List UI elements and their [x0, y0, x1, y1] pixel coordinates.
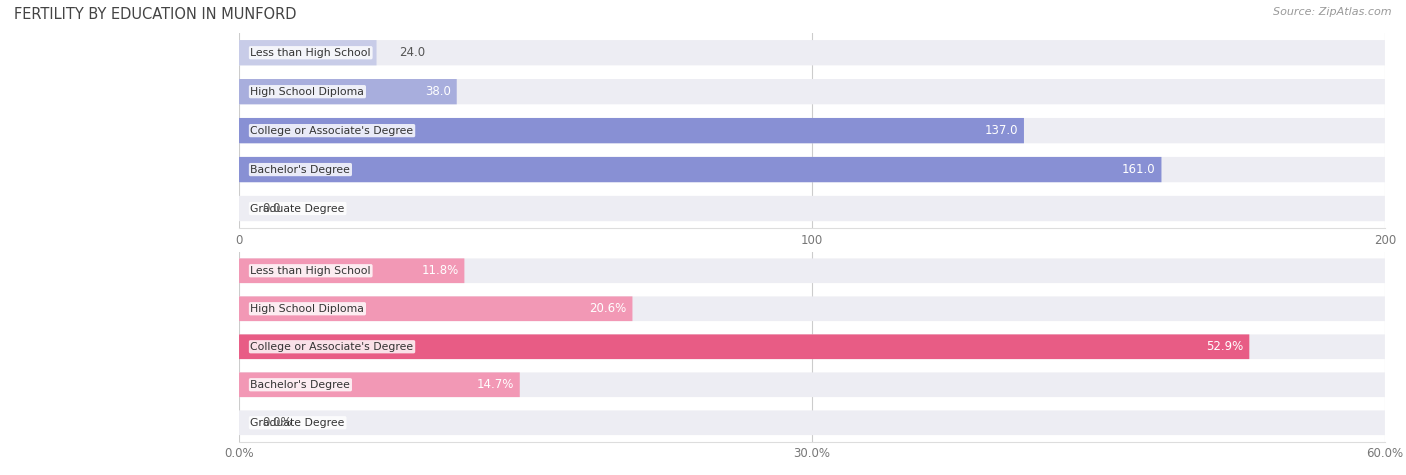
FancyBboxPatch shape	[239, 296, 1385, 321]
Text: Less than High School: Less than High School	[250, 266, 371, 276]
FancyBboxPatch shape	[239, 196, 1385, 221]
Text: 20.6%: 20.6%	[589, 302, 627, 315]
Text: Graduate Degree: Graduate Degree	[250, 418, 344, 428]
Text: 14.7%: 14.7%	[477, 378, 515, 391]
FancyBboxPatch shape	[239, 118, 1385, 143]
Text: Bachelor's Degree: Bachelor's Degree	[250, 380, 350, 390]
Text: 11.8%: 11.8%	[422, 264, 458, 277]
Text: 0.0: 0.0	[262, 202, 280, 215]
FancyBboxPatch shape	[239, 372, 1385, 397]
Text: 24.0: 24.0	[399, 46, 426, 59]
FancyBboxPatch shape	[239, 258, 464, 283]
Text: Graduate Degree: Graduate Degree	[250, 203, 344, 214]
Text: FERTILITY BY EDUCATION IN MUNFORD: FERTILITY BY EDUCATION IN MUNFORD	[14, 7, 297, 22]
Text: 38.0: 38.0	[425, 85, 451, 98]
FancyBboxPatch shape	[239, 40, 1385, 66]
Text: Source: ZipAtlas.com: Source: ZipAtlas.com	[1274, 7, 1392, 17]
Text: College or Associate's Degree: College or Associate's Degree	[250, 342, 413, 352]
FancyBboxPatch shape	[239, 410, 1385, 435]
Text: 161.0: 161.0	[1122, 163, 1156, 176]
Text: 0.0%: 0.0%	[262, 416, 291, 429]
FancyBboxPatch shape	[239, 157, 1385, 182]
Text: 137.0: 137.0	[984, 124, 1018, 137]
Text: College or Associate's Degree: College or Associate's Degree	[250, 125, 413, 136]
FancyBboxPatch shape	[239, 334, 1250, 359]
Text: High School Diploma: High School Diploma	[250, 86, 364, 97]
FancyBboxPatch shape	[239, 372, 520, 397]
Text: Less than High School: Less than High School	[250, 48, 371, 58]
FancyBboxPatch shape	[239, 79, 457, 104]
FancyBboxPatch shape	[239, 118, 1024, 143]
FancyBboxPatch shape	[239, 258, 1385, 283]
FancyBboxPatch shape	[239, 334, 1385, 359]
FancyBboxPatch shape	[239, 40, 377, 66]
FancyBboxPatch shape	[239, 79, 1385, 104]
FancyBboxPatch shape	[239, 157, 1161, 182]
Text: Bachelor's Degree: Bachelor's Degree	[250, 164, 350, 175]
FancyBboxPatch shape	[239, 296, 633, 321]
Text: High School Diploma: High School Diploma	[250, 304, 364, 314]
Text: 52.9%: 52.9%	[1206, 340, 1243, 353]
